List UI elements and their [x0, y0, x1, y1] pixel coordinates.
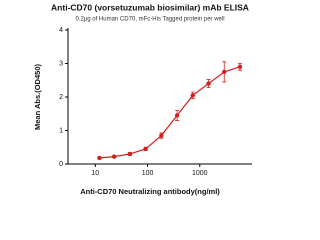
data-point	[127, 151, 133, 157]
data-point	[159, 133, 164, 138]
data-point	[112, 154, 117, 159]
data-point	[143, 146, 148, 152]
page: {"chart_data": {"type": "scatter", "titl…	[32, 2, 252, 196]
chart-subtitle: 0.2μg of Human CD70, mFc-His Tagged prot…	[75, 17, 224, 23]
fit-line	[99, 66, 241, 159]
chart: Anti-CD70 (vorsetuzumab biosimilar) mAb …	[33, 2, 252, 196]
y-tick-label: 4	[59, 27, 63, 34]
x-tick-label: 100	[142, 170, 154, 177]
x-tick-label: 1000	[192, 170, 208, 177]
x-axis-label: Anti-CD70 Neutralizing antibody(ng/ml)	[80, 187, 220, 196]
chart-title: Anti-CD70 (vorsetuzumab biosimilar) mAb …	[51, 2, 249, 12]
data-point	[237, 64, 243, 70]
data-point	[190, 93, 195, 98]
y-tick-label: 0	[59, 161, 63, 168]
data-point	[206, 81, 211, 86]
y-tick-label: 3	[59, 60, 63, 67]
data-point	[222, 69, 227, 75]
y-axis-label: Mean Abs.(OD450)	[33, 64, 42, 130]
x-tick-label: 10	[91, 170, 99, 177]
data-point	[174, 113, 180, 118]
y-tick-label: 1	[59, 127, 63, 134]
y-tick-label: 2	[59, 94, 63, 101]
data-point	[97, 155, 102, 161]
